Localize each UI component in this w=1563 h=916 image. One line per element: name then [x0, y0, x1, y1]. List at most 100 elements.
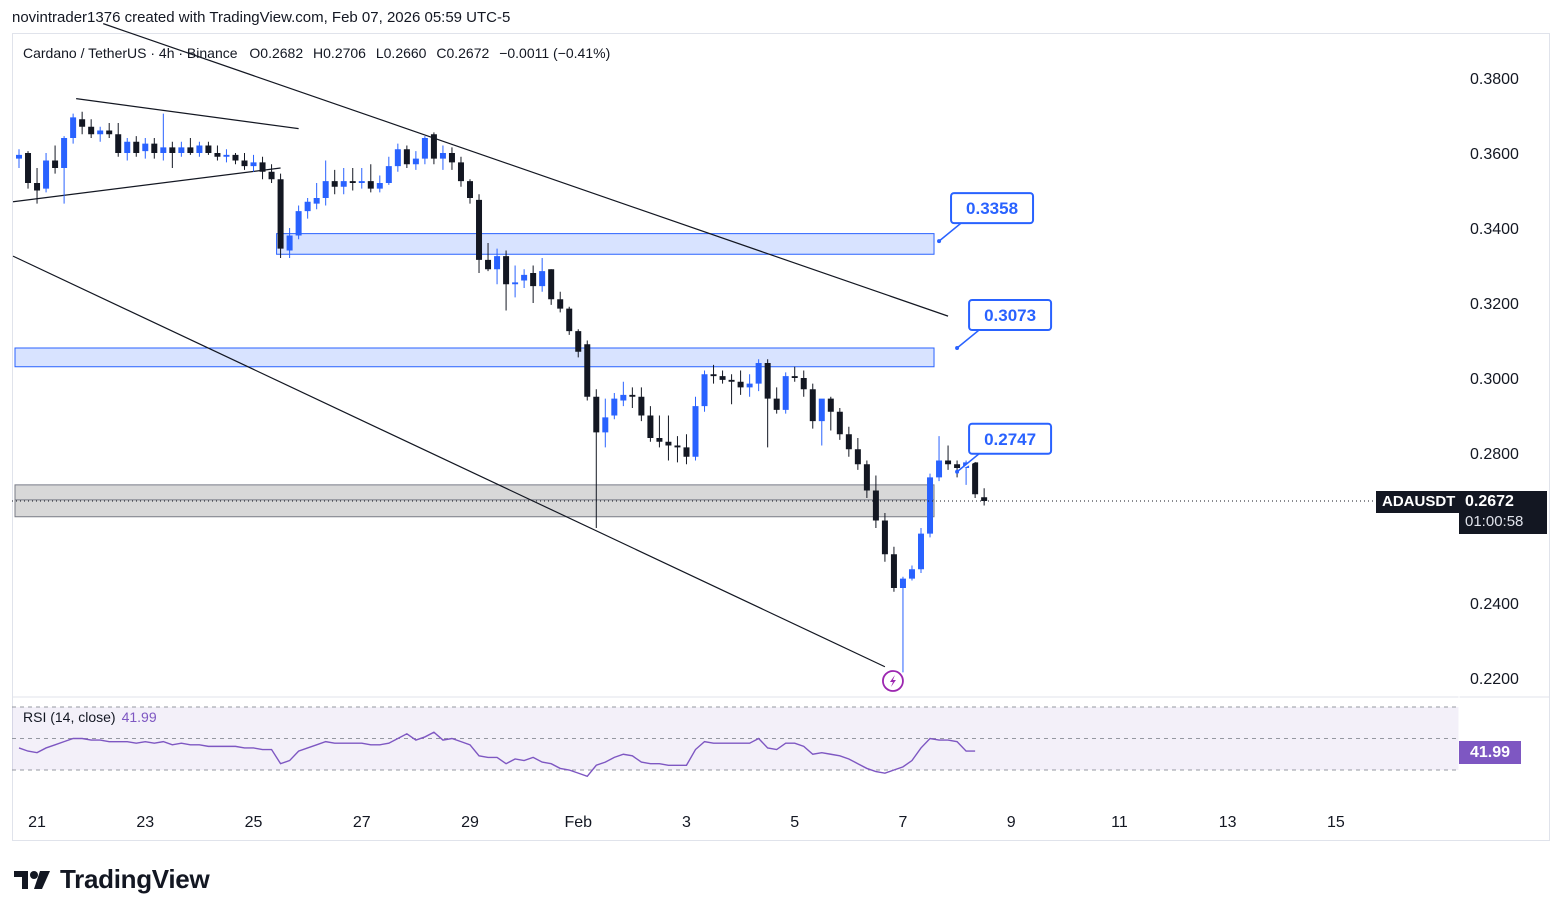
x-tick-label: 13	[1219, 814, 1237, 831]
candle-body	[773, 398, 780, 410]
candle-body	[385, 166, 392, 183]
candle-body	[277, 179, 284, 249]
symbol-legend[interactable]: Cardano / TetherUS · 4h · Binance O0.268…	[23, 45, 610, 61]
candle-body	[809, 389, 816, 422]
candle-body	[557, 299, 564, 309]
candle-body	[430, 134, 437, 159]
y-tick-label: 0.2800	[1470, 446, 1519, 463]
candle-body	[881, 520, 888, 555]
candle-body	[710, 374, 717, 377]
y-tick-label: 0.3200	[1470, 296, 1519, 313]
x-tick-label: 23	[136, 814, 154, 831]
y-tick-label: 0.3600	[1470, 146, 1519, 163]
chart-credit: novintrader1376 created with TradingView…	[12, 9, 511, 26]
change-value: −0.0011 (−0.41%)	[499, 45, 611, 61]
event-marker[interactable]	[882, 670, 904, 692]
y-tick-label: 0.2200	[1470, 671, 1519, 688]
trendline	[12, 167, 281, 203]
candle-body	[981, 497, 988, 501]
candle-body	[972, 462, 979, 495]
candle-body	[124, 141, 131, 153]
candle-body	[367, 181, 374, 189]
tradingview-logo[interactable]: TradingView	[14, 864, 210, 895]
candle-body	[674, 445, 681, 448]
candle-body	[241, 160, 248, 167]
candle-body	[647, 415, 654, 438]
candle-body	[692, 406, 699, 457]
candle-body	[358, 181, 365, 183]
candle-body	[250, 162, 257, 167]
candle-body	[34, 183, 41, 191]
low-value: L0.2660	[375, 45, 427, 61]
candle-body	[593, 396, 600, 433]
candle-body	[638, 396, 645, 416]
candle-body	[782, 376, 789, 410]
trendline	[76, 98, 299, 130]
candle-body	[286, 235, 293, 251]
candle-body	[133, 141, 140, 153]
x-tick-label: 21	[28, 814, 46, 831]
x-tick-label: 29	[461, 814, 479, 831]
candle-body	[602, 417, 609, 433]
candle-body	[223, 154, 230, 157]
callout-pointer	[956, 329, 992, 349]
rsi-label: RSI (14, close)	[23, 709, 116, 725]
candle-body	[494, 256, 501, 270]
candle-body	[187, 147, 194, 153]
candle-body	[755, 363, 762, 384]
candle-body	[106, 130, 113, 135]
candle-body	[196, 145, 203, 153]
candle-body	[403, 149, 410, 165]
callout-anchor	[937, 239, 942, 244]
rsi-line	[18, 731, 976, 778]
zone-rect	[276, 233, 935, 255]
candle-body	[863, 464, 870, 491]
candle-body	[79, 119, 86, 127]
x-axis[interactable]: 21 23 25 27 29 Feb 3 5 7 9 11 13 15	[28, 814, 1345, 831]
trendline	[103, 23, 949, 317]
callout-box	[968, 299, 1053, 331]
rsi-legend[interactable]: RSI (14, close) 41.99	[23, 709, 157, 725]
candle-body	[160, 147, 167, 153]
candle-body	[304, 201, 311, 212]
candle-body	[16, 154, 22, 159]
callout-box	[968, 422, 1053, 455]
candle-body	[818, 398, 825, 422]
x-tick-label: 5	[790, 814, 799, 831]
candle-body	[376, 183, 383, 189]
callout-anchor	[955, 346, 960, 350]
callouts[interactable]: 0.3358 0.3073 0.2747	[937, 192, 1053, 474]
close-value: C0.2672	[436, 45, 490, 61]
candle-body	[945, 460, 952, 465]
candle-body	[169, 147, 176, 153]
y-tick-label: 0.3400	[1470, 221, 1519, 238]
candle-body	[232, 154, 239, 161]
candle-body	[61, 138, 68, 168]
candle-body	[25, 153, 32, 183]
candles	[16, 111, 988, 673]
candle-body	[313, 198, 320, 204]
chart-frame	[12, 33, 1550, 841]
symbol-title: Cardano / TetherUS · 4h · Binance	[23, 45, 238, 61]
rsi-value-tag: 41.99	[1459, 741, 1521, 764]
callout-label: 0.3073	[984, 306, 1036, 325]
lightning-icon	[889, 675, 896, 687]
trendlines	[12, 23, 949, 668]
trendline	[12, 255, 886, 668]
candle-body	[890, 554, 897, 588]
candle-body	[503, 256, 510, 285]
candle-body	[521, 274, 528, 281]
x-tick-label: 11	[1111, 814, 1128, 831]
callout-label: 0.2747	[984, 430, 1036, 449]
candle-body	[701, 374, 708, 407]
candle-body	[340, 181, 347, 187]
candle-body	[97, 130, 104, 135]
x-tick-label: 25	[245, 814, 263, 831]
candle-body	[43, 160, 50, 189]
bar-countdown: 01:00:58	[1465, 513, 1524, 530]
candle-body	[620, 394, 627, 401]
candle-body	[88, 126, 95, 135]
candle-body	[439, 153, 446, 159]
y-axis[interactable]: 0.22000.24000.26000.28000.30000.32000.34…	[1470, 71, 1519, 688]
